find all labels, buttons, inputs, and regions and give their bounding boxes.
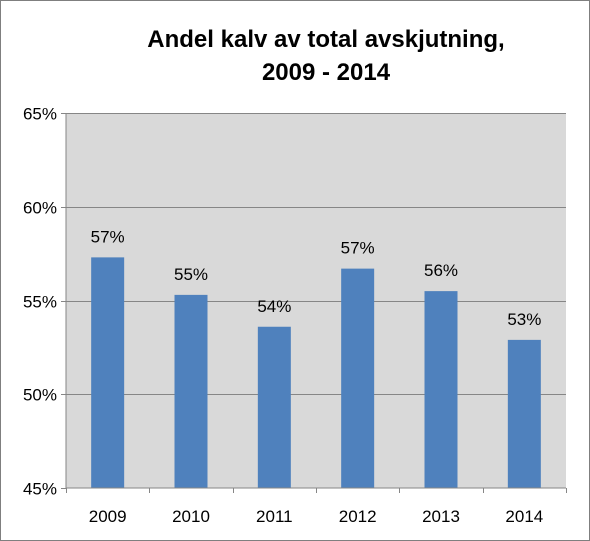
data-label-2014: 53% xyxy=(507,310,541,329)
x-tick-label: 2010 xyxy=(172,507,210,526)
y-tick-label: 55% xyxy=(23,293,57,312)
x-axis-ticks: 2009 2010 2011 2012 2013 2014 xyxy=(66,488,567,526)
chart-title: Andel kalv av total avskjutning, 2009 - … xyxy=(61,23,590,89)
bar-2012 xyxy=(341,268,375,488)
y-tick-label: 60% xyxy=(23,199,57,218)
chart-title-line-1: Andel kalv av total avskjutning, xyxy=(147,26,505,53)
x-tick-label: 2011 xyxy=(256,507,293,526)
y-axis-ticks: 45% 50% 55% 60% 65% xyxy=(23,105,66,499)
bar-2014 xyxy=(507,339,541,488)
bars xyxy=(91,257,541,488)
bar-2013 xyxy=(424,291,458,488)
y-tick-label: 50% xyxy=(23,386,57,405)
plot-area xyxy=(66,113,566,488)
data-label-2013: 56% xyxy=(424,261,458,280)
chart-title-line-2: 2009 - 2014 xyxy=(261,59,391,86)
x-tick-label: 2009 xyxy=(89,507,127,526)
data-label-2009: 57% xyxy=(91,227,125,246)
x-tick-label: 2013 xyxy=(422,507,460,526)
x-tick-label: 2014 xyxy=(505,507,543,526)
bar-2009 xyxy=(91,257,125,488)
bar-2010 xyxy=(174,294,208,488)
bar-2011 xyxy=(257,326,291,488)
x-tick-label: 2012 xyxy=(339,507,377,526)
data-labels: 57% 55% 54% 57% 56% 53% xyxy=(91,227,542,329)
gridlines xyxy=(66,113,566,395)
data-label-2012: 57% xyxy=(341,239,375,258)
y-tick-label: 65% xyxy=(23,105,57,124)
y-tick-label: 45% xyxy=(23,480,57,499)
data-label-2010: 55% xyxy=(174,265,208,284)
data-label-2011: 54% xyxy=(257,297,291,316)
